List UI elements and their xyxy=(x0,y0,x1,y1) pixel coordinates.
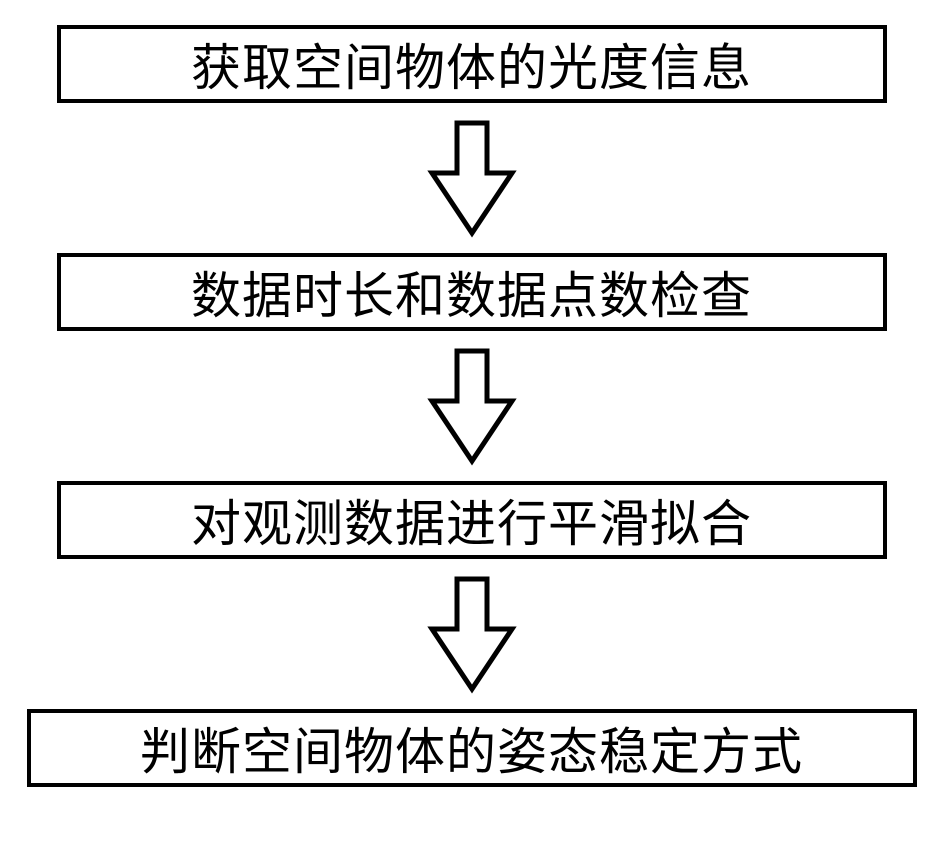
down-arrow-icon xyxy=(427,118,517,238)
flowchart-step-4: 判断空间物体的姿态稳定方式 xyxy=(27,709,917,787)
flowchart-step-1: 获取空间物体的光度信息 xyxy=(57,25,887,103)
flowchart-arrow-2 xyxy=(427,346,517,466)
flowchart-arrow-3 xyxy=(427,574,517,694)
down-arrow-icon xyxy=(427,346,517,466)
down-arrow-icon xyxy=(427,574,517,694)
flowchart-step-2: 数据时长和数据点数检查 xyxy=(57,253,887,331)
flowchart-arrow-1 xyxy=(427,118,517,238)
flowchart-step-3: 对观测数据进行平滑拟合 xyxy=(57,481,887,559)
